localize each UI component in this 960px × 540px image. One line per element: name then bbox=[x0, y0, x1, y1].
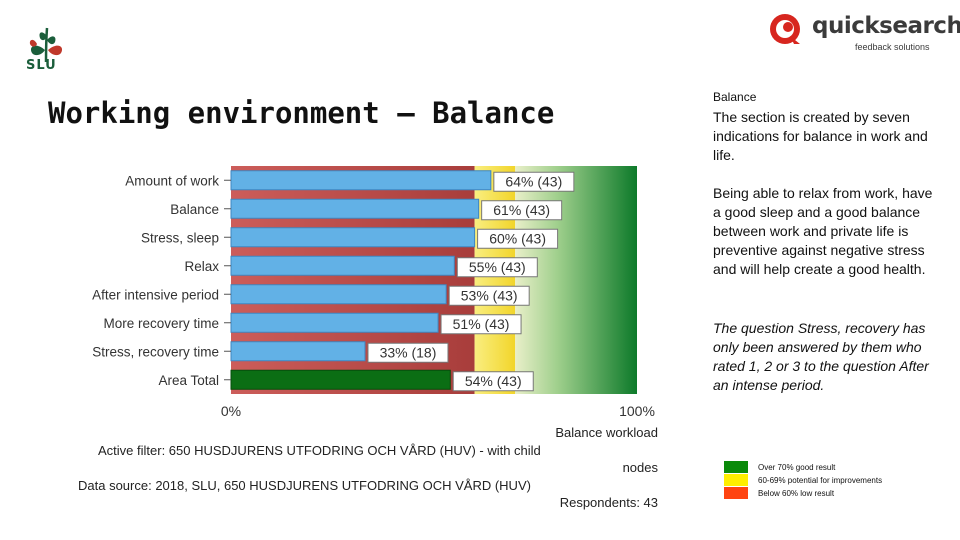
legend-label-improve: 60-69% potential for improvements bbox=[758, 476, 883, 485]
side-paragraph-intro: The section is created by seven indicati… bbox=[713, 109, 928, 163]
value-label-box bbox=[448, 285, 530, 306]
brand-tagline: feedback solutions bbox=[855, 42, 930, 52]
chart-bars bbox=[230, 170, 492, 390]
page-title: Working environment – Balance bbox=[48, 96, 555, 130]
value-label: 53% (43) bbox=[461, 287, 518, 303]
value-label: 60% (43) bbox=[489, 230, 546, 246]
side-heading: Balance bbox=[713, 90, 757, 104]
slu-plant-logo-icon bbox=[29, 27, 63, 63]
bar bbox=[230, 312, 439, 333]
value-label-box bbox=[477, 228, 559, 249]
total-bar bbox=[230, 369, 451, 390]
category-label: Amount of work bbox=[125, 173, 219, 188]
bar bbox=[230, 227, 476, 248]
value-label: 61% (43) bbox=[493, 202, 550, 218]
value-label-box bbox=[493, 171, 575, 192]
slu-logo-text: SLU bbox=[26, 58, 57, 73]
active-filter-text: Active filter: 650 HUSDJURENS UTFODRING … bbox=[98, 443, 541, 458]
bar bbox=[230, 170, 492, 191]
value-label: 54% (43) bbox=[465, 373, 522, 389]
category-label: More recovery time bbox=[103, 316, 219, 331]
bar bbox=[230, 341, 366, 362]
legend-swatch-low bbox=[724, 487, 748, 499]
respondents-count: Respondents: 43 bbox=[559, 495, 658, 510]
value-label: 51% (43) bbox=[453, 316, 510, 332]
x-tick-label: 0% bbox=[221, 403, 241, 419]
category-label: Balance bbox=[170, 202, 219, 217]
chart-band-2 bbox=[515, 166, 637, 394]
bar bbox=[230, 284, 447, 305]
quicksearch-swirl-icon bbox=[770, 14, 800, 44]
category-label: After intensive period bbox=[92, 287, 219, 302]
category-label: Relax bbox=[184, 259, 219, 274]
brand-name: quicksearch bbox=[812, 13, 960, 39]
chart-label: Balance workload bbox=[555, 425, 658, 440]
category-label: Area Total bbox=[158, 373, 219, 388]
data-source-text: Data source: 2018, SLU, 650 HUSDJURENS U… bbox=[78, 478, 531, 493]
legend-swatch-improve bbox=[724, 474, 748, 486]
value-label-box bbox=[456, 257, 538, 278]
value-label-box bbox=[481, 200, 563, 221]
active-filter-text-continued: nodes bbox=[622, 460, 658, 475]
bar bbox=[230, 255, 455, 276]
category-label: Stress, recovery time bbox=[92, 344, 219, 359]
bar bbox=[230, 198, 480, 219]
category-label: Stress, sleep bbox=[141, 230, 219, 245]
side-paragraph-note: The question Stress, recovery has only b… bbox=[713, 320, 929, 393]
chart-band-1 bbox=[474, 166, 516, 394]
chart-labels: Amount of work 64% (43) Balance 61% (43) Str… bbox=[92, 171, 655, 419]
value-label: 55% (43) bbox=[469, 259, 526, 275]
x-tick-label: 100% bbox=[619, 403, 655, 419]
balance-bar-chart: Amount of work 64% (43) Balance 61% (43) Str… bbox=[92, 166, 655, 419]
value-label-box bbox=[452, 371, 534, 392]
value-label-box bbox=[440, 314, 522, 335]
legend-swatch-good bbox=[724, 461, 748, 473]
value-label: 64% (43) bbox=[505, 173, 562, 189]
value-label: 33% (18) bbox=[380, 344, 437, 360]
legend-label-low: Below 60% low result bbox=[758, 489, 835, 498]
value-label-box bbox=[367, 342, 449, 363]
side-paragraph-health: Being able to relax from work, have a go… bbox=[713, 185, 933, 277]
legend-label-good: Over 70% good result bbox=[758, 463, 836, 472]
